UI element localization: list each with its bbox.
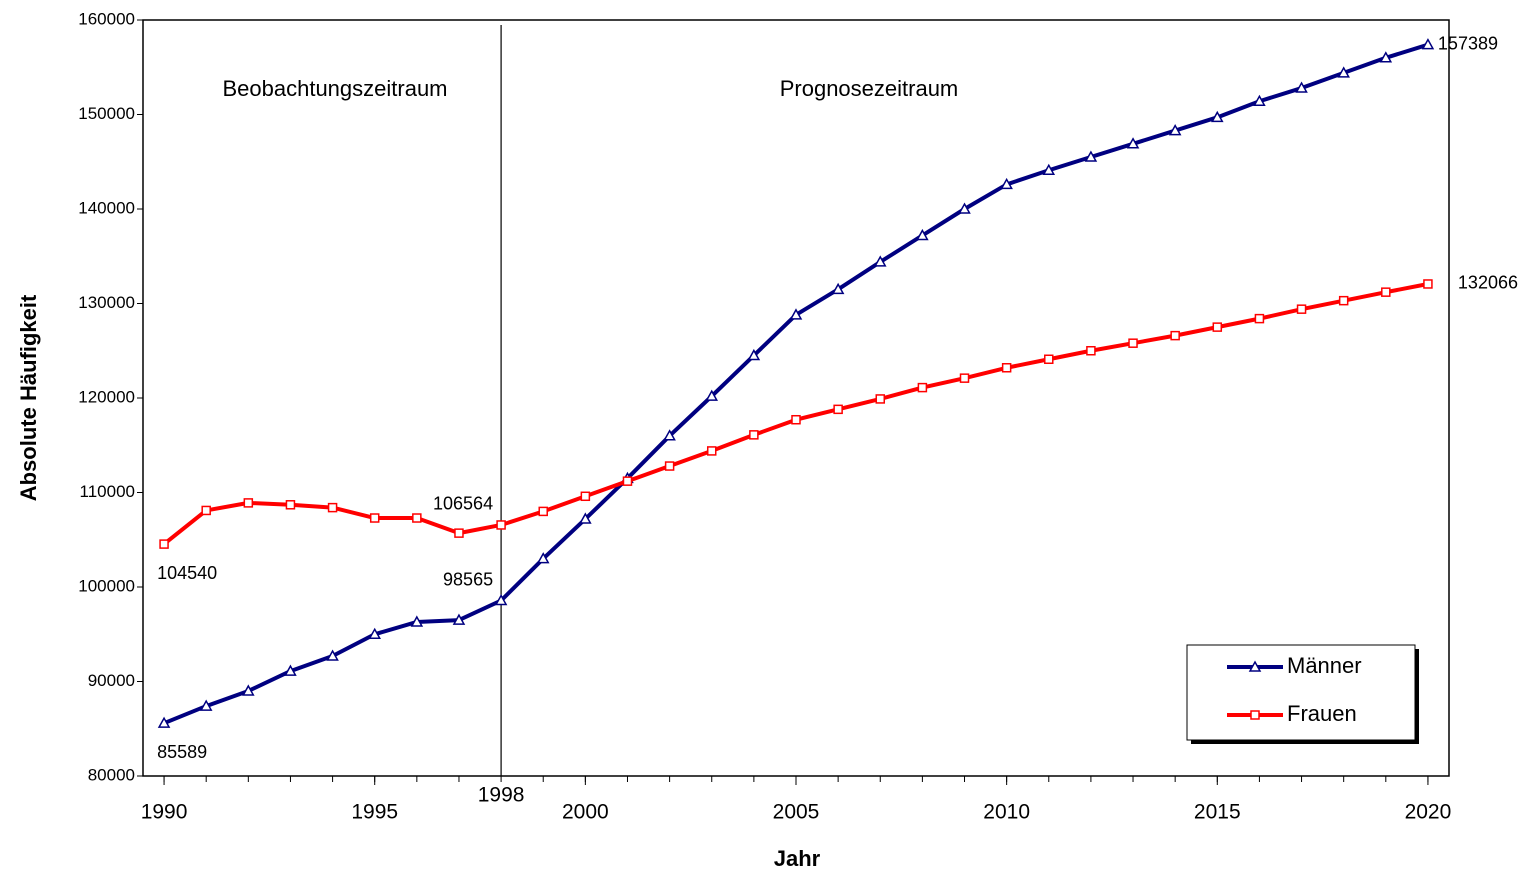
x-tick-label: 2020 [1405, 801, 1452, 824]
marker [368, 627, 381, 639]
x-tick-label: 2005 [773, 801, 820, 824]
marker [1381, 287, 1391, 297]
marker [1128, 338, 1138, 348]
marker [1421, 38, 1435, 50]
marker [959, 373, 970, 383]
marker [199, 699, 213, 711]
x-tick-label: 1995 [351, 801, 398, 824]
marker [579, 512, 592, 524]
marker [1212, 322, 1223, 332]
marker [369, 513, 380, 523]
data-label: 106564 [433, 494, 493, 514]
annotation: Beobachtungszeitraum [222, 76, 447, 101]
y-tick-label: 150000 [78, 104, 135, 123]
marker [1084, 150, 1098, 162]
marker [326, 649, 339, 661]
marker [917, 382, 928, 393]
y-tick-label: 130000 [78, 293, 135, 312]
marker [157, 716, 171, 728]
marker [1253, 94, 1266, 107]
y-tick-label: 90000 [88, 671, 135, 690]
data-label: 157389 [1438, 33, 1498, 53]
y-tick-label: 110000 [80, 482, 135, 501]
marker [580, 491, 591, 502]
x-tick-label: 2015 [1194, 801, 1241, 824]
marker [1295, 81, 1308, 93]
marker [747, 348, 761, 361]
marker [284, 664, 297, 676]
legend [1186, 644, 1416, 741]
data-label: 132066 [1458, 273, 1518, 293]
marker [663, 429, 676, 441]
marker [791, 414, 801, 425]
marker [285, 500, 296, 510]
marker [159, 539, 169, 549]
marker [410, 615, 424, 627]
y-axis-label: Absolute Häufigkeit [16, 294, 41, 501]
marker [1168, 124, 1182, 136]
marker [1170, 330, 1180, 341]
x-tick-label: 1990 [141, 801, 188, 824]
annotation: Prognosezeitraum [780, 76, 959, 101]
marker [916, 228, 929, 241]
marker [454, 528, 464, 538]
marker [1000, 177, 1013, 190]
marker [1042, 163, 1056, 176]
marker [1254, 313, 1265, 324]
marker [243, 498, 254, 508]
data-label: 104540 [157, 563, 217, 583]
marker [875, 394, 886, 404]
marker [1211, 110, 1224, 123]
marker [873, 255, 887, 267]
marker [494, 594, 508, 606]
marker [1248, 660, 1262, 672]
marker [749, 430, 759, 440]
y-tick-label: 100000 [78, 576, 135, 595]
series-line [163, 42, 1429, 726]
marker [1044, 354, 1054, 365]
marker [201, 505, 211, 516]
marker [1001, 363, 1012, 373]
marker [536, 552, 550, 564]
x-tick-label: 2010 [983, 801, 1030, 824]
marker [412, 513, 422, 523]
y-tick-label: 120000 [78, 387, 135, 406]
marker [833, 404, 843, 415]
marker [705, 389, 719, 401]
marker [1086, 346, 1096, 356]
y-tick-label: 160000 [78, 9, 135, 28]
marker [1338, 295, 1349, 306]
marker [958, 202, 971, 214]
marker [452, 613, 466, 625]
marker [831, 282, 845, 295]
marker [538, 506, 548, 517]
legend-label: Männer [1287, 653, 1362, 678]
marker [1337, 66, 1350, 78]
marker [789, 308, 803, 320]
x-tick-label: 2000 [562, 801, 609, 824]
x-axis-label: Jahr [774, 846, 821, 871]
y-tick-label: 140000 [78, 198, 135, 217]
legend-label: Frauen [1287, 701, 1357, 726]
marker [1250, 710, 1260, 720]
marker [327, 502, 338, 513]
marker [664, 461, 675, 471]
data-label: 85589 [157, 742, 207, 762]
marker [1379, 51, 1393, 63]
marker [622, 476, 633, 486]
data-label: 98565 [443, 569, 493, 589]
series-line [162, 282, 1429, 546]
marker [1126, 137, 1140, 149]
y-tick-label: 80000 [88, 765, 135, 784]
marker [1296, 304, 1307, 314]
marker [706, 446, 717, 456]
marker [242, 684, 255, 696]
divider-label: 1998 [478, 784, 525, 807]
marker [496, 520, 506, 530]
marker [1423, 279, 1433, 289]
